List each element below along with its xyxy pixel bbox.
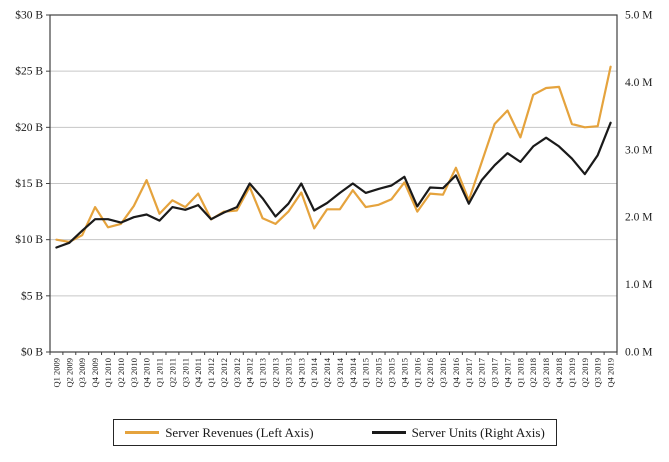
x-axis-label: Q2 2012: [219, 358, 229, 388]
x-axis-label: Q2 2011: [167, 358, 177, 387]
right-axis-label: 1.0 M: [625, 279, 652, 291]
x-axis-label: Q3 2011: [180, 358, 190, 387]
left-axis-label: $15 B: [15, 177, 43, 190]
x-axis-label: Q3 2018: [541, 358, 551, 388]
right-axis-label: 3.0 M: [625, 144, 652, 156]
x-axis-label: Q3 2017: [490, 358, 500, 388]
x-axis-label: Q1 2018: [515, 358, 525, 388]
x-axis-label: Q1 2011: [155, 358, 165, 387]
right-axis-label: 0.0 M: [625, 347, 652, 359]
revenue-series-line: [55, 65, 612, 243]
x-axis-label: Q1 2014: [309, 357, 319, 387]
x-axis-label: Q3 2012: [232, 358, 242, 388]
legend-label-units: Server Units (Right Axis): [411, 424, 545, 440]
x-axis-label: Q1 2015: [361, 358, 371, 388]
x-axis-label: Q2 2009: [64, 358, 74, 388]
legend-label-revenues: Server Revenues (Left Axis): [165, 424, 314, 440]
x-axis-label: Q1 2010: [103, 358, 113, 388]
x-axis-label: Q1 2016: [412, 358, 422, 388]
x-axis-label: Q2 2018: [528, 358, 538, 388]
left-axis-label: $25 B: [15, 65, 43, 78]
left-axis-label: $30 B: [15, 9, 43, 22]
legend-item-units: Server Units (Right Axis): [371, 424, 545, 441]
right-axis-label: 4.0 M: [625, 77, 652, 89]
units-series-line: [55, 121, 612, 249]
x-axis-label: Q4 2018: [554, 358, 564, 388]
revenue-line-swatch: [125, 431, 160, 434]
x-axis-label: Q1 2017: [464, 358, 474, 388]
left-axis-label: $20 B: [15, 121, 43, 134]
x-axis-label: Q4 2011: [193, 358, 203, 387]
x-axis-label: Q2 2017: [477, 358, 487, 388]
legend-item-revenues: Server Revenues (Left Axis): [125, 424, 314, 441]
x-axis-label: Q2 2019: [580, 358, 590, 388]
x-axis-label: Q4 2013: [296, 358, 306, 388]
right-axis-label: 5.0 M: [625, 10, 652, 22]
legend: Server Revenues (Left Axis) Server Units…: [113, 419, 557, 446]
x-axis-label: Q4 2009: [90, 358, 100, 388]
x-axis-label: Q3 2016: [438, 358, 448, 388]
x-axis-label: Q4 2019: [606, 358, 616, 388]
x-axis-label: Q2 2010: [116, 358, 126, 388]
x-axis-label: Q2 2015: [374, 358, 384, 388]
left-axis-label: $10 B: [15, 233, 43, 246]
x-axis-label: Q1 2009: [51, 358, 61, 388]
x-axis-label: Q3 2013: [283, 358, 293, 388]
x-axis-label: Q1 2013: [258, 358, 268, 388]
x-axis-label: Q2 2014: [322, 357, 332, 387]
x-axis-label: Q4 2014: [348, 357, 358, 387]
x-axis-label: Q2 2016: [425, 358, 435, 388]
x-axis-label: Q4 2012: [245, 358, 255, 388]
units-line-swatch: [371, 431, 406, 434]
x-axis-label: Q4 2016: [451, 358, 461, 388]
x-axis-label: Q3 2015: [386, 358, 396, 388]
x-axis-label: Q3 2014: [335, 357, 345, 387]
x-axis-label: Q4 2017: [502, 358, 512, 388]
x-axis-label: Q3 2010: [129, 358, 139, 388]
x-axis-label: Q4 2010: [142, 358, 152, 388]
x-axis-label: Q4 2015: [399, 358, 409, 388]
left-axis-label: $0 B: [21, 346, 43, 359]
x-axis-label: Q1 2019: [567, 358, 577, 388]
right-axis-label: 2.0 M: [625, 212, 652, 224]
x-axis-label: Q1 2012: [206, 358, 216, 388]
x-axis-label: Q2 2013: [271, 358, 281, 388]
left-axis-label: $5 B: [21, 289, 43, 302]
x-axis-label: Q3 2019: [593, 358, 603, 388]
x-axis-label: Q3 2009: [77, 358, 87, 388]
